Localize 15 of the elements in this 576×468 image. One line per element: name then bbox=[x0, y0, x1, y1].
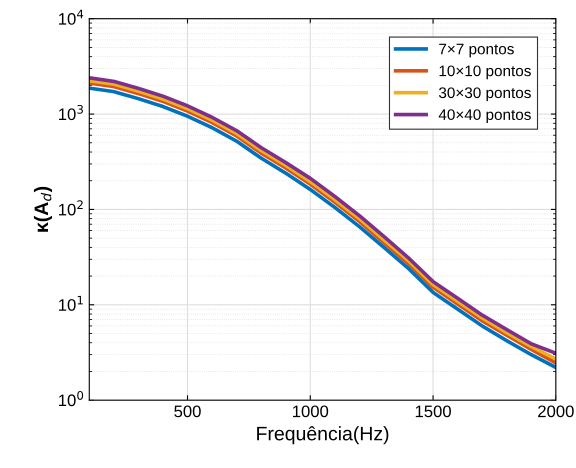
y-tick-label: 10$^{2}$ bbox=[59, 200, 83, 216]
x-tick-label: 500 bbox=[174, 405, 201, 418]
y-tick-label: 10$^{1}$ bbox=[59, 296, 83, 311]
x-tick-label: 1500 bbox=[416, 405, 451, 418]
x-axis-title: Frequência(Hz) bbox=[257, 426, 388, 444]
y-tick-label: 10$^{0}$ bbox=[59, 391, 84, 406]
y-axis-title: κ(A$_{d}$) bbox=[34, 186, 52, 232]
legend-label: 40×40 pontos bbox=[438, 109, 531, 124]
x-tick-label: 2000 bbox=[538, 405, 574, 418]
y-tick-label: 10$^{4}$ bbox=[59, 10, 84, 25]
legend-label: 30×30 pontos bbox=[438, 87, 531, 102]
y-tick-label: 10$^{3}$ bbox=[59, 104, 83, 120]
legend-label: 10×10 pontos bbox=[440, 65, 531, 80]
legend-label: 7×7 pontos bbox=[439, 44, 514, 58]
x-tick-label: 1000 bbox=[293, 405, 328, 418]
